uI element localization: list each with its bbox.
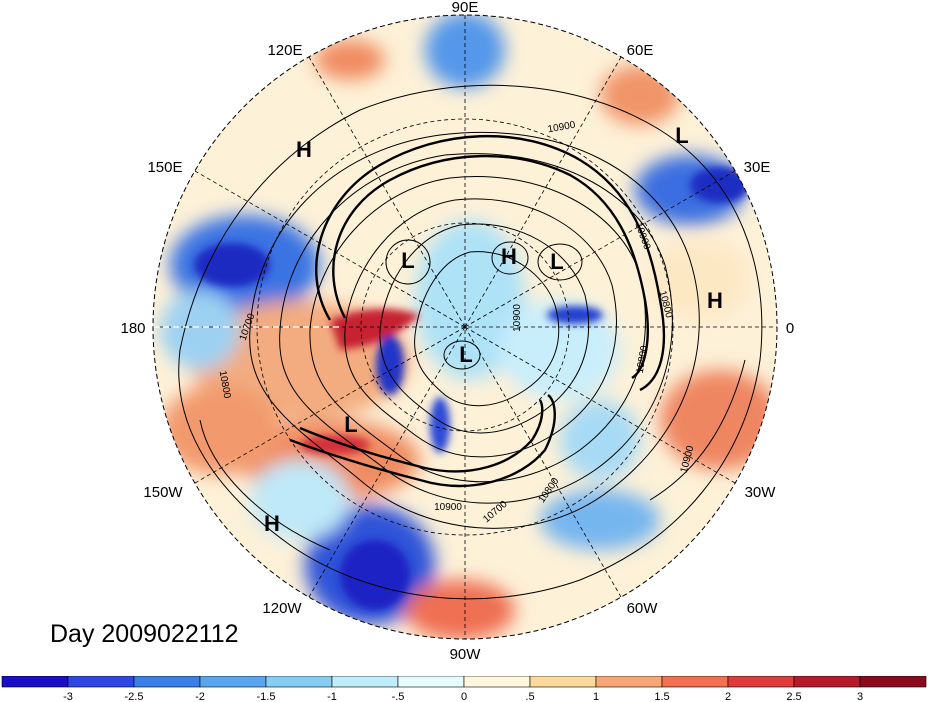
lon-label-0: 0 bbox=[786, 320, 794, 337]
contour-label: 10900 bbox=[547, 120, 577, 136]
lon-label-120e: 120E bbox=[267, 42, 302, 59]
lon-label-150e: 150E bbox=[147, 159, 182, 176]
colorbar: -3 -2.5 -2 -1.5 -1 -.5 0 .5 1 1.5 2 2.5 3 bbox=[1, 676, 927, 702]
lon-label-90w: 90W bbox=[450, 646, 482, 663]
lon-label-30w: 30W bbox=[745, 484, 777, 501]
lon-label-60e: 60E bbox=[627, 42, 654, 59]
colorbar-swatch bbox=[265, 676, 333, 688]
colorbar-swatch bbox=[199, 676, 267, 688]
high-pressure-label: H bbox=[264, 511, 280, 536]
low-pressure-label: L bbox=[401, 248, 414, 273]
anomaly-field bbox=[153, 15, 777, 639]
colorbar-swatch bbox=[595, 676, 663, 688]
colorbar-swatch bbox=[397, 676, 465, 688]
colorbar-tick-label: -1 bbox=[327, 691, 337, 702]
high-pressure-label: H bbox=[296, 137, 312, 162]
colorbar-swatch bbox=[463, 676, 531, 688]
colorbar-tick-label: -.5 bbox=[392, 691, 405, 702]
colorbar-tick-label: 1 bbox=[593, 691, 599, 702]
height-contours bbox=[178, 84, 763, 600]
colorbar-swatch bbox=[1, 676, 69, 688]
polar-map: 90E 60E 30E 0 30W 60W 90W 120W 150W 180 … bbox=[120, 0, 794, 663]
contour-label: 10800 bbox=[217, 370, 233, 400]
colorbar-swatch bbox=[529, 676, 597, 688]
high-pressure-label: H bbox=[707, 288, 723, 313]
colorbar-swatch bbox=[67, 676, 135, 688]
contour-label: 10900 bbox=[434, 502, 462, 513]
colorbar-tick-label: 2 bbox=[725, 691, 731, 702]
low-pressure-label: L bbox=[344, 412, 357, 437]
colorbar-tick-label: 3 bbox=[857, 691, 863, 702]
colorbar-swatch bbox=[793, 676, 861, 688]
colorbar-tick-label: -2.5 bbox=[125, 691, 144, 702]
colorbar-tick-label: .5 bbox=[525, 691, 534, 702]
colorbar-swatch bbox=[727, 676, 795, 688]
high-pressure-label: H bbox=[501, 244, 517, 269]
lon-label-180: 180 bbox=[120, 320, 145, 337]
contour-label: 10900 bbox=[512, 304, 523, 332]
colorbar-tick-label: 0 bbox=[461, 691, 467, 702]
colorbar-tick-label: 1.5 bbox=[654, 691, 669, 702]
lon-label-120w: 120W bbox=[262, 600, 302, 617]
colorbar-tick-label: -3 bbox=[63, 691, 73, 702]
lon-label-90e: 90E bbox=[452, 0, 479, 16]
longitude-labels: 90E 60E 30E 0 30W 60W 90W 120W 150W 180 … bbox=[120, 0, 794, 663]
map-border bbox=[152, 14, 778, 640]
lon-label-30e: 30E bbox=[744, 159, 771, 176]
colorbar-swatch bbox=[133, 676, 201, 688]
colorbar-tick-label: 2.5 bbox=[786, 691, 801, 702]
low-pressure-label: L bbox=[675, 123, 688, 148]
jet-contours bbox=[289, 134, 666, 488]
colorbar-swatches bbox=[1, 676, 927, 688]
colorbar-tick-label: -2 bbox=[195, 691, 205, 702]
colorbar-tick-label: -1.5 bbox=[257, 691, 276, 702]
low-pressure-label: L bbox=[550, 249, 563, 274]
date-title: Day 2009022112 bbox=[50, 620, 239, 648]
colorbar-swatch bbox=[331, 676, 399, 688]
colorbar-swatch bbox=[661, 676, 729, 688]
colorbar-tick-labels: -3 -2.5 -2 -1.5 -1 -.5 0 .5 1 1.5 2 2.5 3 bbox=[63, 691, 863, 702]
low-pressure-label: L bbox=[459, 342, 472, 367]
colorbar-swatch bbox=[859, 676, 927, 688]
pressure-systems: H L L H L H H L L H bbox=[264, 123, 723, 536]
lon-label-150w: 150W bbox=[143, 484, 183, 501]
graticule bbox=[153, 15, 777, 639]
lon-label-60w: 60W bbox=[627, 600, 659, 617]
contour-label: 10800 bbox=[635, 344, 651, 374]
